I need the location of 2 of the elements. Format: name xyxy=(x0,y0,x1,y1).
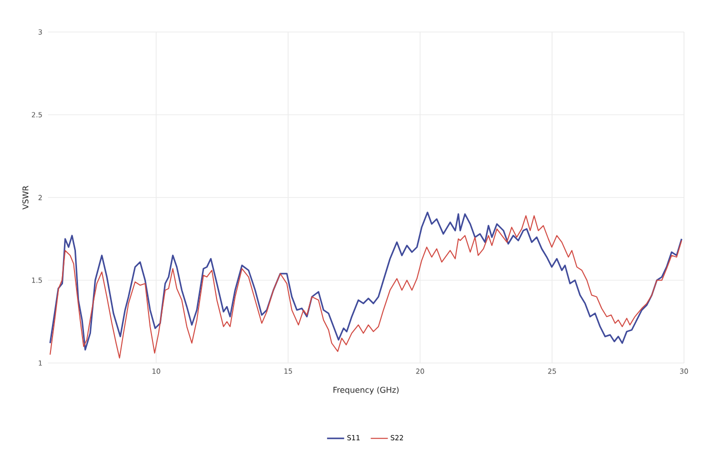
x-axis-title: Frequency (GHz) xyxy=(334,386,399,394)
y-axis-title: VSWR xyxy=(22,186,28,210)
